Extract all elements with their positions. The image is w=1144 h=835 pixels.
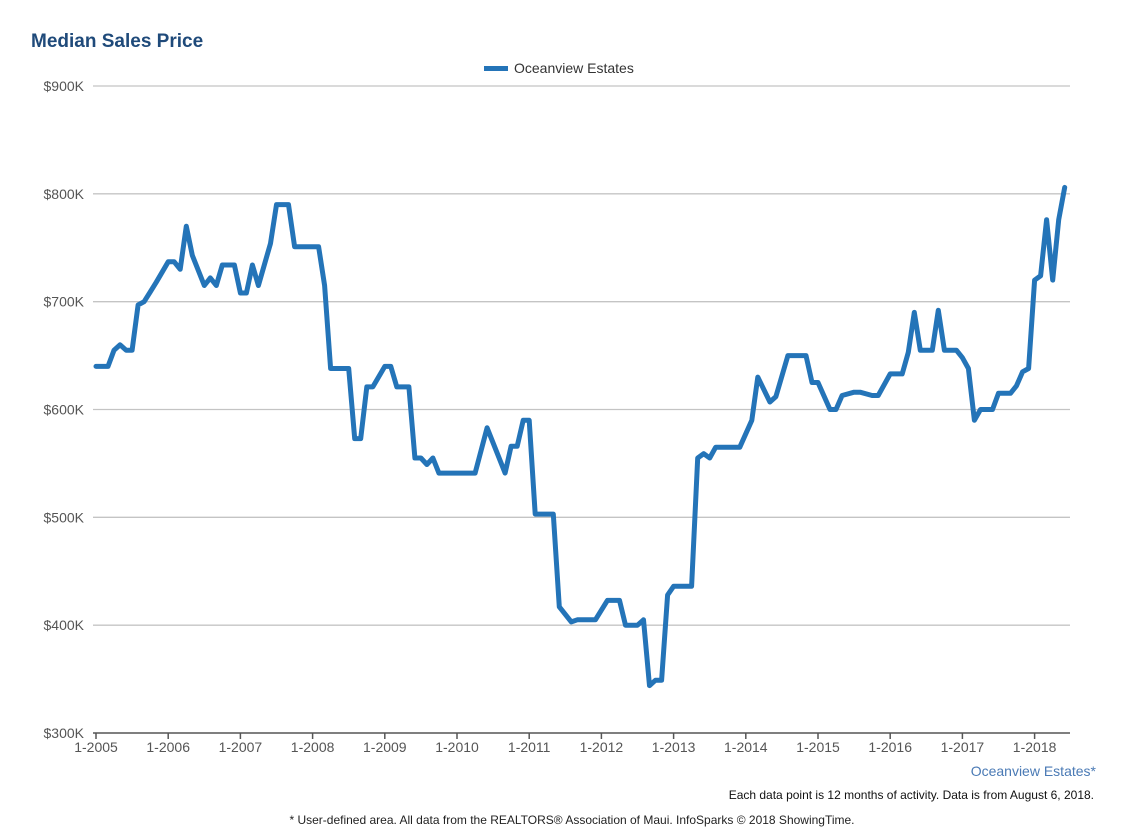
- source-note: * User-defined area. All data from the R…: [289, 813, 855, 827]
- series-line-oceanview-estates: [93, 184, 1068, 689]
- x-tick-label: 1-2012: [580, 739, 624, 755]
- y-tick-label: $400K: [44, 617, 85, 633]
- x-tick-label: 1-2017: [941, 739, 985, 755]
- x-tick-label: 1-2009: [363, 739, 407, 755]
- x-tick-label: 1-2013: [652, 739, 696, 755]
- legend: Oceanview Estates: [484, 60, 634, 76]
- x-tick-label: 1-2015: [796, 739, 840, 755]
- legend-swatch: [484, 65, 508, 71]
- data-note: Each data point is 12 months of activity…: [728, 788, 1094, 802]
- x-tick-label: 1-2006: [146, 739, 190, 755]
- y-tick-label: $900K: [44, 78, 85, 94]
- chart-title: Median Sales Price: [31, 31, 204, 52]
- x-tick-label: 1-2018: [1013, 739, 1057, 755]
- x-tick-label: 1-2007: [219, 739, 263, 755]
- y-tick-label: $300K: [44, 725, 85, 741]
- x-tick-label: 1-2005: [74, 739, 118, 755]
- x-tick-label: 1-2011: [508, 739, 551, 755]
- y-tick-label: $500K: [44, 509, 85, 525]
- y-tick-label: $600K: [44, 402, 85, 418]
- legend-label: Oceanview Estates: [514, 60, 634, 76]
- area-label: Oceanview Estates*: [970, 763, 1096, 779]
- x-tick-label: 1-2010: [435, 739, 479, 755]
- x-tick-label: 1-2016: [868, 739, 912, 755]
- x-tick-label: 1-2008: [291, 739, 335, 755]
- y-tick-label: $700K: [44, 294, 85, 310]
- x-tick-label: 1-2014: [724, 739, 768, 755]
- y-tick-label: $800K: [44, 186, 85, 202]
